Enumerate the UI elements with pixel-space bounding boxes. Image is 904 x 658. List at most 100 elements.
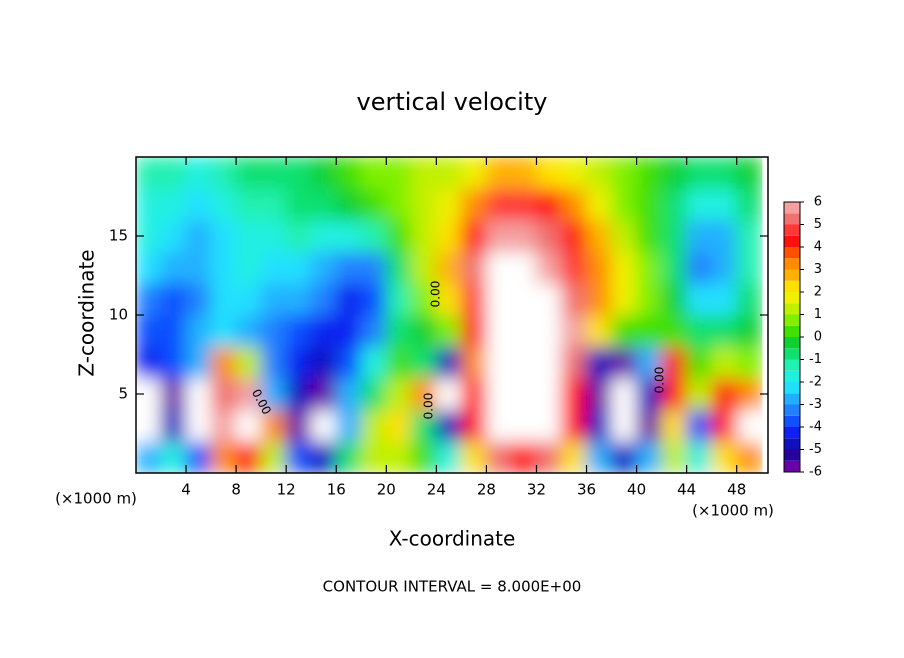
- cell: [335, 188, 362, 221]
- y-tick-label: 15: [109, 227, 128, 245]
- cell: [136, 314, 162, 348]
- cell: [260, 346, 287, 379]
- cell: [136, 157, 162, 190]
- cell: [460, 251, 487, 284]
- cell: [410, 188, 437, 221]
- cell: [586, 314, 613, 348]
- cell: [460, 157, 487, 190]
- cell: [335, 346, 362, 379]
- cell: [160, 346, 187, 379]
- cell: [136, 282, 162, 316]
- x-tick-label: 36: [577, 481, 596, 499]
- x-tick-label: 8: [231, 481, 241, 499]
- cell: [185, 188, 212, 221]
- x-tick-label: 28: [477, 481, 496, 499]
- cell: [561, 251, 588, 284]
- cell: [510, 440, 537, 473]
- colorbar-tick-label: -4: [809, 420, 822, 435]
- cell: [661, 219, 688, 253]
- chart-title: vertical velocity: [357, 88, 548, 116]
- cell: [510, 282, 537, 316]
- cell: [636, 409, 663, 442]
- cell: [711, 377, 738, 411]
- cell: [736, 346, 763, 379]
- x-tick-label: 16: [327, 481, 346, 499]
- cell: [310, 157, 337, 190]
- colorbar-swatch: [784, 415, 800, 427]
- cell: [510, 219, 537, 253]
- cell: [485, 377, 512, 411]
- cell: [410, 346, 437, 379]
- colorbar-swatch: [784, 224, 800, 236]
- cell: [410, 409, 437, 442]
- cell: [160, 157, 187, 190]
- cell: [661, 377, 688, 411]
- cell: [235, 282, 262, 316]
- cell: [335, 440, 362, 473]
- colorbar-tick-label: -6: [809, 465, 822, 480]
- cell: [535, 377, 563, 411]
- cell: [736, 282, 763, 316]
- cell: [711, 188, 738, 221]
- colorbar-swatch: [784, 292, 800, 304]
- cell: [160, 314, 187, 348]
- cell: [285, 377, 312, 411]
- cell: [460, 314, 487, 348]
- cell: [335, 377, 362, 411]
- cell: [310, 282, 337, 316]
- cell: [636, 251, 663, 284]
- cell: [435, 282, 462, 316]
- cell: [736, 377, 763, 411]
- cell: [235, 219, 262, 253]
- cell: [485, 219, 512, 253]
- cell: [510, 409, 537, 442]
- cell: [561, 440, 588, 473]
- cell: [410, 282, 437, 316]
- cell: [460, 440, 487, 473]
- cell: [410, 157, 437, 190]
- cell: [185, 409, 212, 442]
- cell: [485, 251, 512, 284]
- cell: [360, 188, 387, 221]
- cell: [586, 251, 613, 284]
- cell: [736, 314, 763, 348]
- cell: [360, 282, 387, 316]
- x-unit-label: (×1000 m): [55, 490, 137, 508]
- cell: [686, 157, 713, 190]
- cell: [661, 282, 688, 316]
- cell: [235, 188, 262, 221]
- cell: [736, 409, 763, 442]
- cell: [410, 377, 437, 411]
- footer: CONTOUR INTERVAL = 8.000E+00: [323, 578, 582, 596]
- colorbar-swatch: [784, 314, 800, 326]
- cell: [260, 157, 287, 190]
- cell: [636, 188, 663, 221]
- cell: [185, 377, 212, 411]
- cell: [160, 251, 187, 284]
- x-tick-label: 20: [377, 481, 396, 499]
- cell: [385, 440, 412, 473]
- cell: [360, 157, 387, 190]
- cell: [260, 282, 287, 316]
- cell: [711, 157, 738, 190]
- cell: [586, 440, 613, 473]
- cell: [360, 409, 387, 442]
- cell: [661, 157, 688, 190]
- colorbar-swatch: [784, 348, 800, 360]
- cell: [235, 314, 262, 348]
- cell: [235, 440, 262, 473]
- cell: [435, 157, 462, 190]
- cell: [335, 219, 362, 253]
- colorbar-swatch: [784, 438, 800, 450]
- cell: [561, 314, 588, 348]
- cell: [460, 188, 487, 221]
- cell: [285, 188, 312, 221]
- colorbar-swatch: [784, 359, 800, 371]
- cell: [136, 251, 162, 284]
- colorbar-swatch: [784, 202, 800, 214]
- cell: [210, 409, 237, 442]
- cell: [736, 251, 763, 284]
- cell: [485, 188, 512, 221]
- colorbar-tick-label: -2: [809, 375, 822, 390]
- cell: [410, 251, 437, 284]
